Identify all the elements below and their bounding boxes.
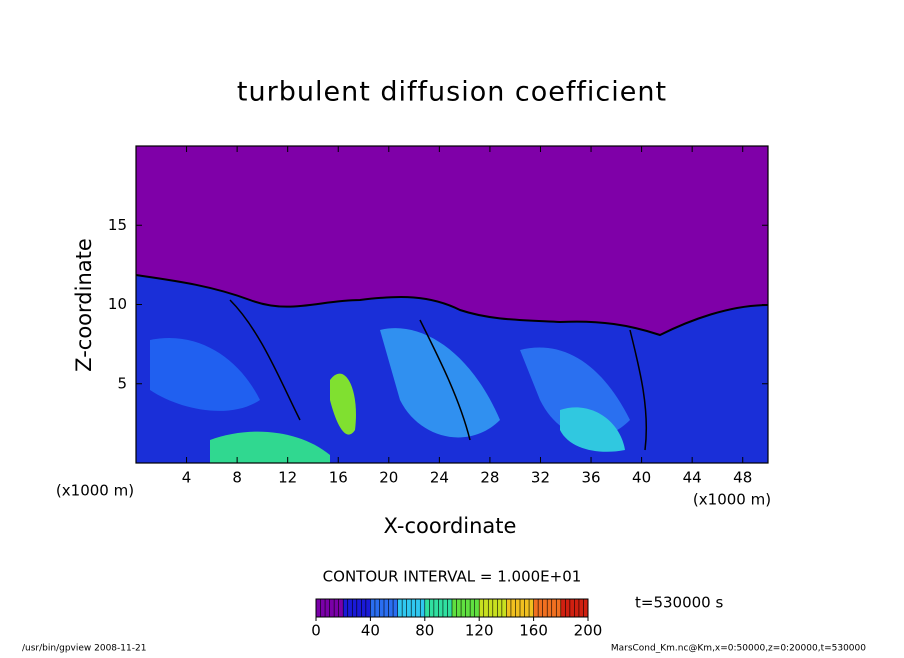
contour-line — [229, 299, 648, 451]
field-blob — [520, 347, 630, 438]
x-tick-label: 4 — [182, 469, 192, 487]
x-tick-label: 28 — [480, 469, 499, 487]
y-tick-label: 5 — [117, 374, 127, 392]
colorbar-tick-label: 40 — [361, 622, 380, 640]
time-label: t=530000 s — [635, 594, 723, 612]
field-blob — [330, 373, 356, 435]
field-blob — [210, 431, 330, 463]
x-tick-label: 12 — [278, 469, 297, 487]
field — [135, 146, 769, 463]
x-tick-label: 20 — [379, 469, 398, 487]
colorbar-tick-label: 80 — [415, 622, 434, 640]
colorbar: 0 40 80 120 160 200 — [311, 598, 603, 640]
field-blob — [380, 328, 500, 438]
x-tick-label: 40 — [632, 469, 651, 487]
footer-left: /usr/bin/gpview 2008-11-21 — [22, 644, 146, 654]
y-axis-label: Z-coordinate — [72, 238, 96, 372]
y-tick-label: 10 — [108, 295, 127, 313]
colorbar-tick-label: 200 — [574, 622, 603, 640]
y-tick-label: 15 — [108, 216, 127, 234]
colorbar-frame — [315, 598, 589, 618]
field-blob — [560, 407, 625, 452]
chart-title: turbulent diffusion coefficient — [237, 77, 667, 108]
contour-interval: CONTOUR INTERVAL = 1.000E+01 — [323, 568, 582, 586]
y-axis-unit: (x1000 m) — [56, 482, 134, 500]
x-tick-label: 36 — [581, 469, 600, 487]
x-tick-label: 8 — [232, 469, 242, 487]
x-axis-unit: (x1000 m) — [693, 491, 771, 509]
field-blob — [150, 338, 260, 411]
x-tick-label: 16 — [329, 469, 348, 487]
x-tick-label: 24 — [430, 469, 449, 487]
colorbar-tick-label: 120 — [465, 622, 494, 640]
x-tick-label: 48 — [733, 469, 752, 487]
colorbar-tick-label: 0 — [311, 622, 321, 640]
x-tick-label: 32 — [531, 469, 550, 487]
footer-right: MarsCond_Km.nc@Km,x=0:50000,z=0:20000,t=… — [611, 644, 866, 654]
colorbar-tick-label: 160 — [519, 622, 548, 640]
contour-line — [135, 274, 769, 337]
x-tick-label: 44 — [683, 469, 702, 487]
x-axis-label: X-coordinate — [384, 514, 517, 538]
